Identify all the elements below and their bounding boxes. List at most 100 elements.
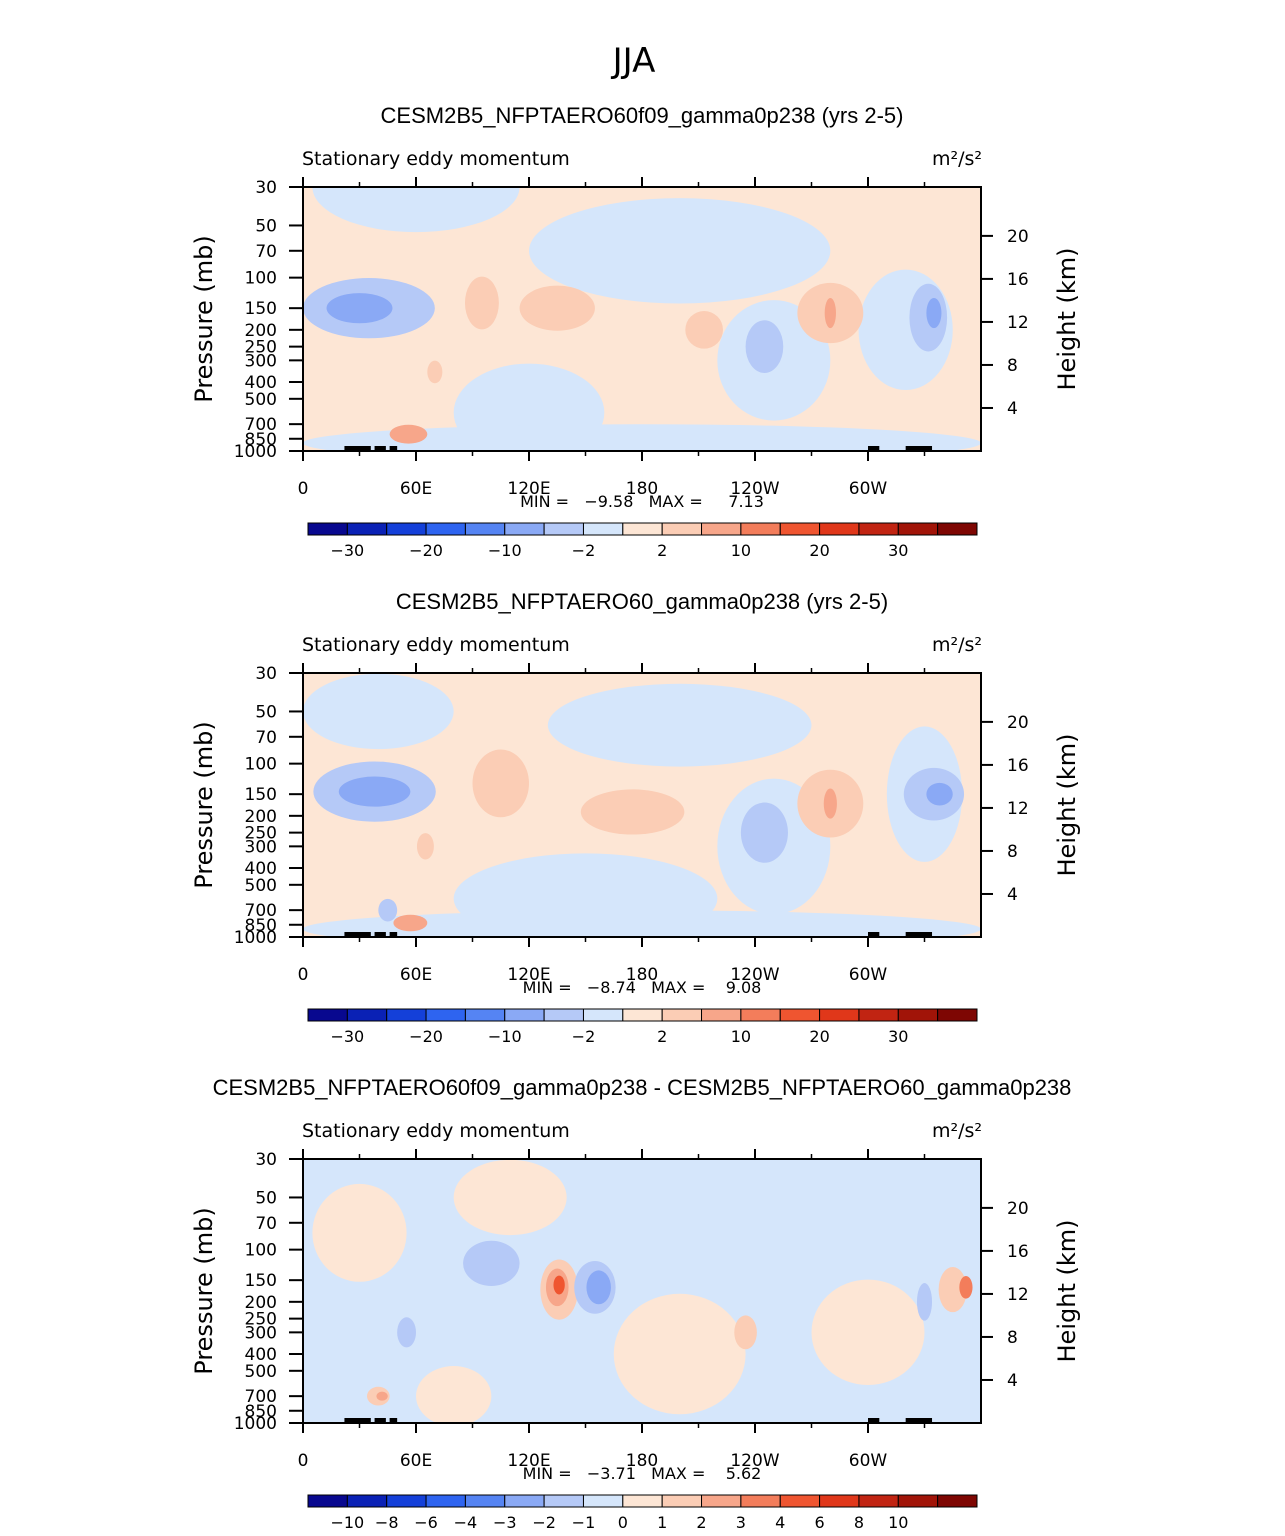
- y-tick-label: 30: [255, 1150, 277, 1170]
- contour-region: [586, 1270, 611, 1305]
- colorbar-box: [740, 522, 781, 536]
- y-right-tick-label: 4: [1007, 885, 1018, 905]
- contour-region: [312, 187, 520, 233]
- colorbar-box: [582, 522, 624, 536]
- panel-3: CESM2B5_NFPTAERO60f09_gamma0p238 - CESM2…: [190, 1075, 1081, 1532]
- y-tick-label: 1000: [234, 1414, 277, 1434]
- y-right-tick-label: 12: [1007, 1285, 1029, 1305]
- contour-region: [926, 297, 942, 329]
- contour-region: [472, 749, 529, 818]
- colorbar-label: 3: [736, 1513, 746, 1531]
- panel-unit: m²/s²: [932, 148, 982, 170]
- y-tick-label: 100: [245, 755, 277, 775]
- y-axis-label: Pressure (mb): [190, 721, 218, 888]
- colorbar-box: [740, 1494, 781, 1508]
- colorbar-box: [858, 1494, 899, 1508]
- y-right-tick-label: 8: [1007, 842, 1018, 862]
- contour-region: [824, 297, 836, 329]
- y-tick-label: 700: [245, 415, 277, 435]
- x-tick-label: 180: [626, 965, 658, 985]
- y-tick-label: 850: [245, 1402, 277, 1422]
- y-right-tick-label: 8: [1007, 356, 1018, 376]
- y-tick-label: 150: [245, 299, 277, 319]
- contour-region: [745, 320, 784, 373]
- contour-region: [740, 802, 788, 863]
- colorbar-label: 20: [809, 1027, 829, 1046]
- colorbar-box: [858, 522, 899, 536]
- plot-axes: 0 60E 120E 180 120W 60W3050701001502002503004…: [234, 1149, 1029, 1471]
- y-tick-label: 850: [245, 430, 277, 450]
- panel-1: CESM2B5_NFPTAERO60f09_gamma0p238 (yrs 2-…: [190, 103, 1081, 560]
- contour-region: [938, 1267, 967, 1313]
- colorbar-box: [307, 1494, 348, 1508]
- plot-axes: 0 60E 120E 180 120W 60W3050701001502002503004…: [234, 663, 1029, 985]
- colorbar-box: [661, 1494, 703, 1508]
- colorbar-box: [386, 522, 427, 536]
- colorbar-box: [346, 1008, 388, 1022]
- min-max-label: MIN = −8.74 MAX = 9.08: [523, 978, 762, 997]
- colorbar-box: [937, 1494, 978, 1508]
- y-tick-label: 400: [245, 1345, 277, 1365]
- colorbar-label: 1: [657, 1513, 667, 1531]
- x-tick-label: 60E: [400, 479, 432, 499]
- colorbar-label: 2: [657, 1027, 667, 1046]
- colorbar-box: [543, 522, 584, 536]
- colorbar-box: [858, 1008, 899, 1022]
- colorbar-box: [701, 1008, 742, 1022]
- y-tick-label: 150: [245, 785, 277, 805]
- y-tick-label: 30: [255, 664, 277, 684]
- contour-region: [326, 293, 393, 324]
- colorbar-box: [779, 1494, 821, 1508]
- colorbar-label: −2: [532, 1513, 556, 1531]
- colorbar-box: [740, 1008, 781, 1022]
- colorbar-label: 10: [731, 1027, 751, 1046]
- topography: [374, 932, 386, 937]
- contour-region: [393, 914, 428, 932]
- contour-region: [685, 311, 723, 349]
- colorbar-label: −1: [572, 1513, 596, 1531]
- colorbar-box: [701, 522, 742, 536]
- colorbar-label: −3: [493, 1513, 517, 1531]
- topography: [374, 1418, 386, 1423]
- colorbar-label: −30: [330, 1027, 364, 1046]
- y-tick-label: 300: [245, 351, 277, 371]
- colorbar-box: [346, 522, 388, 536]
- colorbar-box: [464, 1494, 506, 1508]
- contour-region: [823, 788, 837, 819]
- contour-region: [811, 1279, 925, 1386]
- contour-region: [553, 1275, 565, 1295]
- x-tick-label: 120E: [507, 965, 550, 985]
- y-axis-label: Pressure (mb): [190, 1207, 218, 1374]
- topography: [374, 446, 386, 451]
- y-tick-label: 500: [245, 390, 277, 410]
- colorbar-box: [504, 1008, 545, 1022]
- colorbar-label: 20: [809, 541, 829, 560]
- y-tick-label: 50: [255, 1188, 277, 1208]
- topography: [389, 932, 398, 937]
- y-tick-label: 1000: [234, 928, 277, 948]
- colorbar-box: [661, 1008, 703, 1022]
- colorbar-box: [307, 522, 348, 536]
- y-axis-right-label: Height (km): [1053, 734, 1081, 877]
- colorbar-box: [897, 522, 939, 536]
- colorbar-label: 4: [775, 1513, 785, 1531]
- panel-2: CESM2B5_NFPTAERO60_gamma0p238 (yrs 2-5) …: [190, 589, 1081, 1046]
- colorbar-label: −2: [572, 541, 596, 560]
- y-tick-label: 700: [245, 901, 277, 921]
- x-tick-label: 0: [298, 479, 309, 499]
- x-tick-label: 120E: [507, 1451, 550, 1471]
- y-tick-label: 500: [245, 1362, 277, 1382]
- y-tick-label: 400: [245, 373, 277, 393]
- colorbar-label: 2: [657, 541, 667, 560]
- colorbar-label: −4: [454, 1513, 478, 1531]
- y-tick-label: 70: [255, 1214, 277, 1234]
- y-tick-label: 30: [255, 178, 277, 198]
- panel-left-label: Stationary eddy momentum: [302, 148, 570, 170]
- contour-region: [376, 1391, 388, 1401]
- contour-region: [397, 1317, 417, 1348]
- panel-title: CESM2B5_NFPTAERO60_gamma0p238 (yrs 2-5): [396, 589, 888, 614]
- contour-region: [547, 683, 812, 767]
- min-max-label: MIN = −9.58 MAX = 7.13: [520, 492, 764, 511]
- colorbar-box: [504, 522, 545, 536]
- colorbar-box: [425, 522, 466, 536]
